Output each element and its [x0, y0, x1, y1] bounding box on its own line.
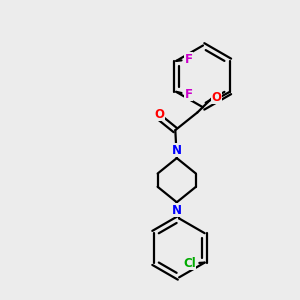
Text: Cl: Cl [183, 257, 196, 270]
Text: N: N [172, 204, 182, 217]
Text: N: N [172, 144, 182, 157]
Text: O: O [212, 91, 221, 103]
Text: F: F [184, 53, 193, 66]
Text: F: F [184, 88, 193, 101]
Text: O: O [154, 108, 164, 121]
